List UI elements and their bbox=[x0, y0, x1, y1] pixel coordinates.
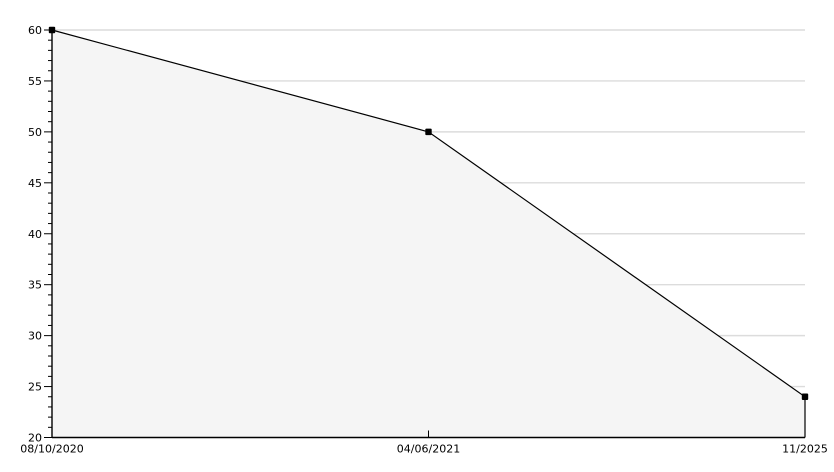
x-axis-tick-label: 11/2025 bbox=[782, 443, 828, 456]
x-axis-tick-label: 08/10/2020 bbox=[20, 443, 83, 456]
series-line bbox=[51, 29, 806, 438]
y-axis-tick-label: 35 bbox=[28, 279, 42, 292]
y-axis-tick-label: 20 bbox=[28, 432, 42, 445]
y-axis-tick-label: 30 bbox=[28, 330, 42, 343]
y-axis-tick-label: 25 bbox=[28, 381, 42, 394]
y-axis-tick-label: 50 bbox=[28, 126, 42, 139]
y-axis-tick-label: 45 bbox=[28, 177, 42, 190]
y-axis-tick-label: 55 bbox=[28, 75, 42, 88]
y-axis-tick-label: 40 bbox=[28, 228, 42, 241]
y-axis-tick-label: 60 bbox=[28, 24, 42, 37]
data-point bbox=[425, 128, 432, 136]
data-point bbox=[801, 393, 809, 400]
x-axis-tick-label: 04/06/2021 bbox=[397, 443, 460, 456]
area-fill bbox=[52, 30, 805, 438]
data-point bbox=[48, 26, 56, 34]
